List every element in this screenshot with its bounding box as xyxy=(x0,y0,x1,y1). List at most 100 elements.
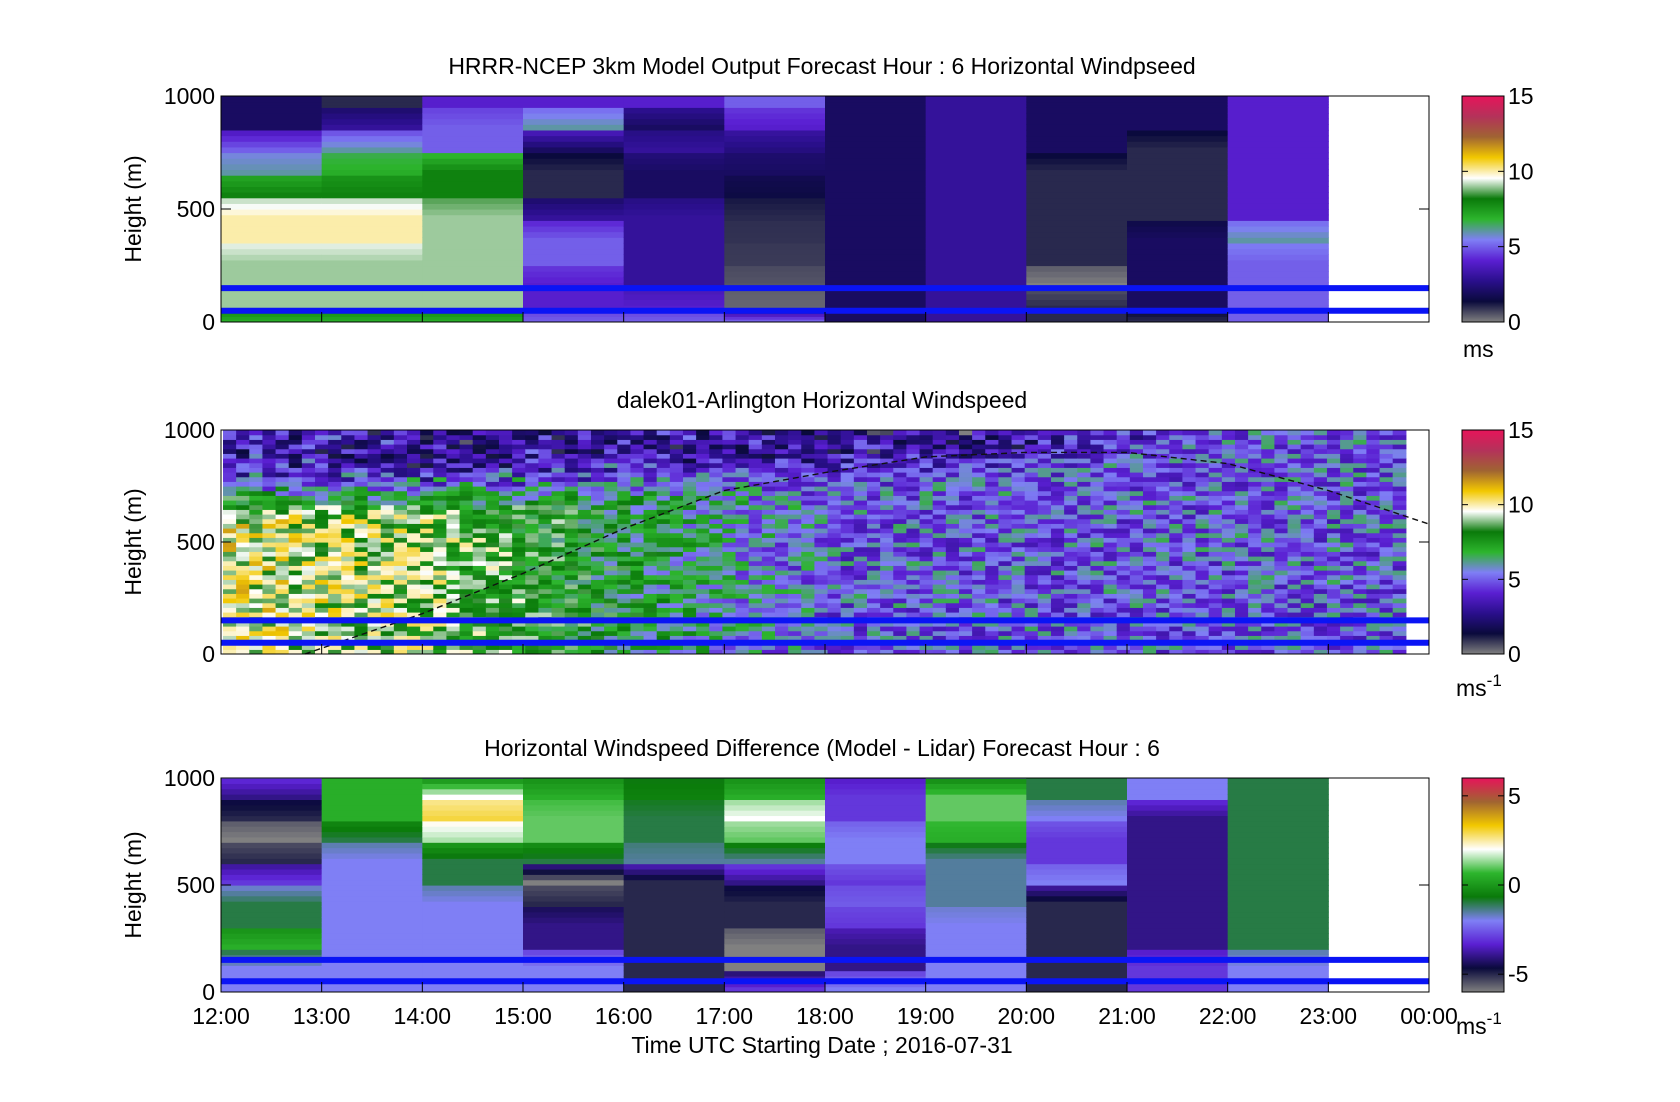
heatmap-cell xyxy=(682,551,697,557)
heatmap-cell xyxy=(906,434,921,440)
heatmap-cell xyxy=(985,486,1000,492)
heatmap-cell xyxy=(525,439,540,445)
heatmap-cell xyxy=(315,495,329,501)
heatmap-cell xyxy=(590,523,605,529)
heatmap-cell xyxy=(1392,598,1407,604)
heatmap-cell xyxy=(321,242,423,250)
heatmap-cell xyxy=(523,259,625,267)
heatmap-cell xyxy=(1169,532,1184,538)
heatmap-cell xyxy=(512,635,526,641)
heatmap-cell xyxy=(1392,649,1407,654)
heatmap-cell xyxy=(1064,644,1078,650)
heatmap-cell xyxy=(1248,630,1262,636)
heatmap-cell xyxy=(459,467,474,473)
heatmap-cell xyxy=(538,649,553,654)
heatmap-cell xyxy=(551,584,566,590)
heatmap-cell xyxy=(1379,602,1394,608)
heatmap-cell xyxy=(1024,560,1039,566)
heatmap-cell xyxy=(630,644,645,650)
heatmap-cell xyxy=(498,444,513,450)
heatmap-cell xyxy=(459,584,474,590)
heatmap-cell xyxy=(643,467,658,473)
heatmap-cell xyxy=(485,546,500,552)
heatmap-cell xyxy=(1300,467,1315,473)
heatmap-cell xyxy=(1195,481,1210,487)
heatmap-cell xyxy=(866,486,881,492)
heatmap-cell xyxy=(1221,528,1236,534)
heatmap-cell xyxy=(1392,509,1407,515)
heatmap-cell xyxy=(1103,500,1118,506)
heatmap-cell xyxy=(1392,542,1407,548)
heatmap-cell xyxy=(446,556,461,562)
heatmap-cell xyxy=(1156,518,1170,524)
heatmap-cell xyxy=(538,495,553,501)
heatmap-cell xyxy=(538,434,553,440)
heatmap-cell xyxy=(656,574,671,580)
heatmap-cell xyxy=(1064,574,1078,580)
heatmap-cell xyxy=(1340,518,1354,524)
heatmap-cell xyxy=(1379,430,1394,436)
heatmap-cell xyxy=(1024,644,1039,650)
heatmap-cell xyxy=(577,588,592,594)
heatmap-cell xyxy=(623,313,725,317)
heatmap-cell xyxy=(761,532,776,538)
heatmap-cell xyxy=(880,626,894,632)
heatmap-cell xyxy=(1090,500,1105,506)
heatmap-cell xyxy=(945,458,960,464)
heatmap-cell xyxy=(321,783,423,790)
heatmap-cell xyxy=(577,565,592,571)
heatmap-cell xyxy=(1026,288,1128,295)
heatmap-cell xyxy=(735,649,750,654)
heatmap-cell xyxy=(236,556,250,562)
heatmap-cell xyxy=(328,458,342,464)
heatmap-cell xyxy=(367,518,382,524)
heatmap-cell xyxy=(1340,453,1354,459)
heatmap-cell xyxy=(288,598,303,604)
heatmap-cell xyxy=(1090,481,1105,487)
heatmap-cell xyxy=(422,107,524,114)
heatmap-cell xyxy=(1227,220,1329,227)
heatmap-cell xyxy=(1090,598,1105,604)
heatmap-cell xyxy=(236,448,250,454)
heatmap-cell xyxy=(604,630,618,636)
heatmap-cell xyxy=(774,588,789,594)
heatmap-cell xyxy=(1340,602,1354,608)
heatmap-cell xyxy=(1156,551,1170,557)
heatmap-cell xyxy=(301,509,316,515)
heatmap-cell xyxy=(682,532,697,538)
heatmap-cell xyxy=(656,514,671,520)
heatmap-cell xyxy=(433,528,448,534)
heatmap-cell xyxy=(380,500,395,506)
heatmap-cell xyxy=(1326,607,1341,613)
heatmap-cell xyxy=(1313,462,1328,468)
heatmap-cell xyxy=(919,430,934,436)
heatmap-cell xyxy=(945,598,960,604)
heatmap-cell xyxy=(893,453,908,459)
heatmap-cell xyxy=(722,635,737,641)
heatmap-cell xyxy=(380,635,395,641)
heatmap-cell xyxy=(1169,588,1184,594)
heatmap-cell xyxy=(1050,476,1065,482)
heatmap-cell xyxy=(1287,518,1302,524)
heatmap-cell xyxy=(523,192,625,199)
heatmap-cell xyxy=(551,448,566,454)
heatmap-cell xyxy=(538,626,553,632)
heatmap-cell xyxy=(422,146,524,154)
heatmap-cell xyxy=(925,107,1027,114)
heatmap-cell xyxy=(485,462,500,468)
heatmap-cell xyxy=(1227,112,1329,120)
heatmap-cell xyxy=(853,542,868,548)
heatmap-cell xyxy=(315,579,329,585)
heatmap-cell xyxy=(696,514,710,520)
heatmap-cell xyxy=(485,607,500,613)
heatmap-cell xyxy=(919,626,934,632)
heatmap-cell xyxy=(617,434,632,440)
heatmap-cell xyxy=(512,579,526,585)
heatmap-cell xyxy=(590,542,605,548)
heatmap-cell xyxy=(1011,518,1026,524)
heatmap-cell xyxy=(221,129,323,137)
heatmap-cell xyxy=(761,439,776,445)
heatmap-cell xyxy=(321,927,423,934)
heatmap-cell xyxy=(840,430,855,436)
heatmap-cell xyxy=(893,546,908,552)
